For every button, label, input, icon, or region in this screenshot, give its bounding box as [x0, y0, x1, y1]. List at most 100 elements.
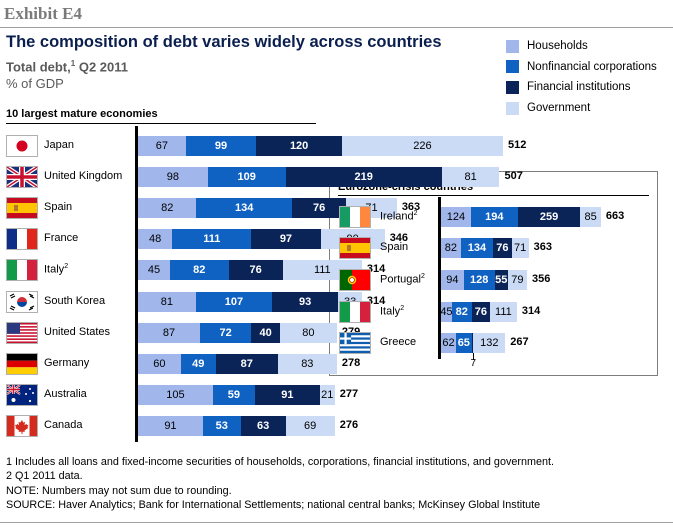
euro-portugal-bar-households: 94 — [441, 270, 464, 290]
mature-united-kingdom-name: United Kingdom — [44, 169, 123, 182]
mature-france-bar-households: 48 — [138, 229, 173, 250]
mature-economies-title: 10 largest mature economies — [6, 108, 158, 120]
euro-greece-label: Greece — [380, 336, 416, 348]
mature-united-states-name: United States — [44, 325, 111, 338]
footnotes: 1 Includes all loans and fixed-income se… — [6, 455, 554, 512]
legend-swatch-government — [506, 101, 519, 115]
mature-united-kingdom-flag — [6, 165, 38, 188]
legend-item-government: Government — [506, 98, 657, 119]
mature-canada-bar-nonfinancial: 53 — [202, 416, 241, 437]
mature-united-kingdom-total: 507 — [504, 169, 523, 182]
legend-label-households: Households — [527, 40, 588, 53]
mature-canada-bar-financial: 63 — [240, 416, 286, 437]
euro-italy-bar-government: 111 — [490, 301, 517, 322]
note: NOTE: Numbers may not sum due to roundin… — [6, 484, 232, 497]
euro-italy-bar-households: 45 — [441, 301, 452, 322]
legend-label-government: Government — [527, 102, 591, 115]
bottom-rule — [0, 522, 673, 523]
legend-item-nonfinancial: Nonfinancial corporations — [506, 57, 657, 78]
eurozone-rule — [338, 195, 649, 196]
mature-south-korea-total: 314 — [366, 294, 386, 307]
mature-united-kingdom-bar-government: 81 — [441, 166, 500, 187]
top-rule — [0, 27, 673, 28]
footnote-2: 2 Q1 2011 data. — [6, 470, 83, 483]
mature-germany-total: 278 — [341, 357, 361, 369]
euro-italy-bar-nonfinancial: 82 — [451, 301, 472, 322]
mature-japan-label: Japan — [44, 139, 74, 151]
mature-south-korea-label: South Korea — [44, 295, 105, 307]
mature-japan-bar-financial: 120 — [256, 135, 342, 156]
euro-portugal-bar-nonfinancial: 128 — [463, 270, 495, 290]
mature-japan-bar-government: 226 — [341, 135, 504, 156]
mature-germany-bar-nonfinancial: 49 — [180, 354, 216, 374]
legend-label-financial: Financial institutions — [527, 81, 631, 94]
euro-spain-total: 363 — [533, 241, 553, 254]
euro-portugal-bar-financial: 55 — [494, 270, 508, 290]
euro-greece-callout-line — [472, 353, 474, 361]
legend-item-financial: Financial institutions — [506, 77, 657, 98]
mature-germany-flag — [6, 353, 38, 375]
mature-australia-label: Australia — [44, 388, 87, 400]
mature-japan-bar-households: 67 — [138, 135, 186, 156]
mature-italy-bar-nonfinancial: 82 — [170, 260, 229, 281]
mature-canada-name: Canada — [44, 419, 83, 432]
mature-france-total: 346 — [389, 232, 409, 245]
legend: Households Nonfinancial corporations Fin… — [506, 36, 657, 118]
euro-portugal-total: 356 — [531, 273, 551, 285]
mature-australia-bar-financial: 91 — [254, 385, 320, 406]
euro-ireland-total: 663 — [605, 209, 625, 222]
euro-italy-footnote-mark: 2 — [400, 304, 405, 312]
mature-france-flag — [6, 228, 38, 251]
mature-spain-label: Spain — [44, 201, 72, 213]
mature-italy-bar-financial: 76 — [228, 260, 283, 281]
mature-spain-bar-households: 82 — [138, 198, 197, 218]
mature-australia-name: Australia — [44, 388, 87, 401]
mature-germany-bar-households: 60 — [138, 354, 181, 374]
legend-swatch-households — [506, 39, 519, 53]
mature-economies-rule — [6, 123, 316, 124]
euro-italy-total: 314 — [521, 304, 541, 317]
euro-spain-label: Spain — [380, 241, 408, 253]
mature-canada-label: Canada — [44, 419, 83, 431]
euro-greece-bar-households: 62 — [441, 333, 456, 354]
mature-canada-bar-households: 91 — [138, 416, 203, 437]
mature-italy-label: Italy2 — [44, 263, 68, 276]
euro-greece-flag — [339, 332, 371, 355]
euro-portugal-name: Portugal — [380, 273, 421, 286]
euro-greece-total: 267 — [510, 336, 529, 349]
mature-canada-total: 276 — [339, 419, 359, 432]
mature-axis — [135, 126, 138, 442]
mature-united-kingdom-bar-households: 98 — [138, 166, 208, 187]
subtitle-text: Total debt, — [6, 59, 71, 75]
mature-south-korea-bar-financial: 93 — [272, 291, 339, 312]
mature-australia-bar-households: 105 — [138, 385, 213, 406]
mature-united-kingdom-bar-nonfinancial: 109 — [207, 166, 286, 187]
euro-greece-name: Greece — [380, 336, 417, 349]
mature-united-kingdom-bar-financial: 219 — [285, 166, 442, 187]
euro-italy-label: Italy2 — [380, 305, 404, 318]
mature-australia-bar-government: 21 — [319, 385, 335, 406]
mature-italy-footnote-mark: 2 — [64, 263, 69, 271]
mature-spain-bar-financial: 76 — [292, 198, 347, 218]
euro-italy-name: Italy — [380, 305, 401, 318]
mature-united-states-bar-households: 87 — [138, 322, 201, 343]
mature-canada-flag — [6, 415, 38, 438]
subtitle-period: Q2 2011 — [75, 59, 128, 75]
euro-spain-flag — [339, 237, 371, 260]
mature-japan-flag — [6, 134, 38, 157]
euro-ireland-label: Ireland2 — [380, 210, 418, 223]
mature-united-kingdom-label: United Kingdom — [44, 170, 122, 182]
mature-australia-flag — [6, 384, 38, 407]
euro-greece-bar-nonfinancial: 65 — [455, 333, 472, 354]
legend-swatch-financial — [506, 80, 519, 94]
legend-label-nonfinancial: Nonfinancial corporations — [527, 60, 657, 73]
mature-germany-bar-financial: 87 — [215, 354, 278, 374]
mature-south-korea-bar-households: 81 — [138, 291, 196, 312]
chart-unit: % of GDP — [6, 76, 64, 91]
mature-france-bar-nonfinancial: 111 — [172, 229, 252, 250]
subtitle-footnote-mark: 1 — [70, 59, 76, 68]
mature-south-korea-name: South Korea — [44, 294, 106, 307]
mature-italy-bar-households: 45 — [138, 260, 171, 281]
euro-greece-callout-label: 7 — [470, 358, 477, 370]
mature-spain-bar-nonfinancial: 134 — [196, 198, 292, 218]
